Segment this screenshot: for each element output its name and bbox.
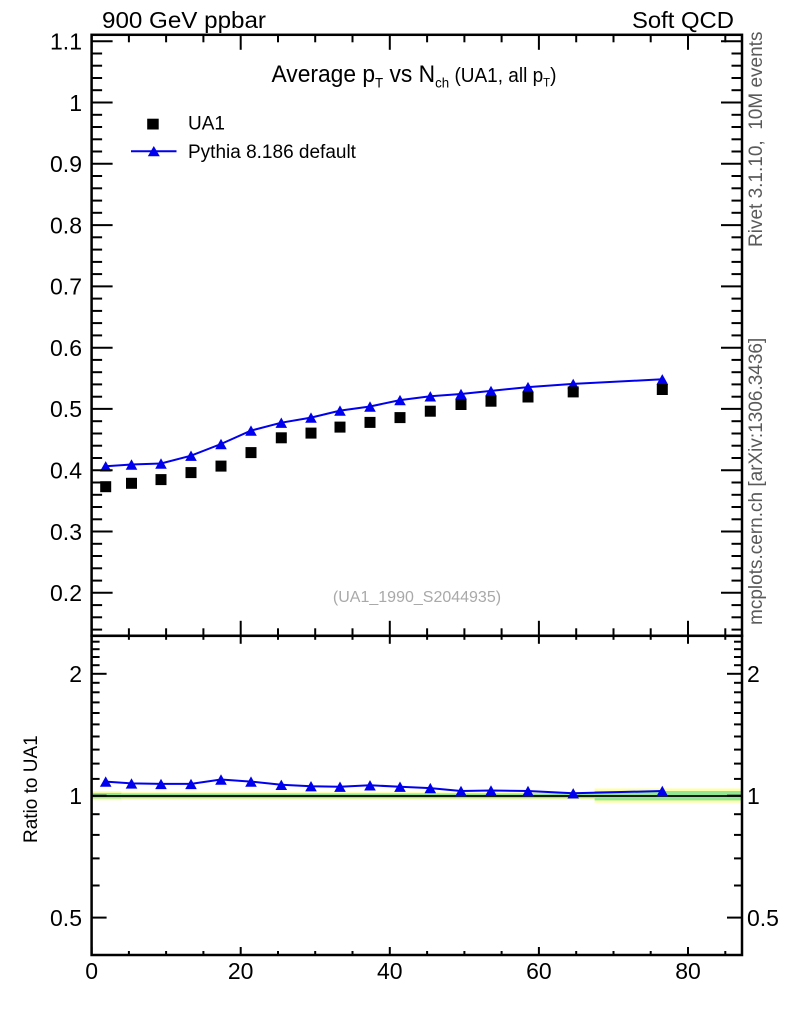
svg-text:2: 2 [747,661,760,687]
svg-text:0.7: 0.7 [50,274,82,300]
svg-text:0.5: 0.5 [747,905,779,931]
svg-text:80: 80 [675,958,701,984]
svg-text:0.5: 0.5 [50,905,82,931]
svg-text:20: 20 [228,958,254,984]
svg-text:UA1: UA1 [188,114,225,135]
svg-text:1: 1 [69,783,82,809]
svg-text:60: 60 [526,958,552,984]
svg-text:1: 1 [747,783,760,809]
svg-text:0.4: 0.4 [50,458,82,484]
svg-text:Ratio to UA1: Ratio to UA1 [21,735,42,843]
svg-text:Average pT vs Nch (UA1, all pT: Average pT vs Nch (UA1, all pT) [272,61,557,91]
svg-text:2: 2 [69,661,82,687]
svg-text:Soft QCD: Soft QCD [632,7,734,33]
svg-text:0.3: 0.3 [50,519,82,545]
svg-text:0.6: 0.6 [50,335,82,361]
svg-text:(UA1_1990_S2044935): (UA1_1990_S2044935) [333,589,501,606]
svg-text:0.9: 0.9 [50,151,82,177]
svg-text:1.1: 1.1 [50,29,82,55]
svg-text:Pythia 8.186 default: Pythia 8.186 default [188,142,357,163]
svg-text:0.2: 0.2 [50,580,82,606]
svg-text:0.5: 0.5 [50,396,82,422]
svg-text:0.8: 0.8 [50,212,82,238]
svg-text:Rivet 3.1.10, 10M events: Rivet 3.1.10, 10M events [746,32,767,247]
svg-text:1: 1 [69,90,82,116]
svg-text:900 GeV ppbar: 900 GeV ppbar [102,7,266,33]
svg-text:mcplots.cern.ch [arXiv:1306.34: mcplots.cern.ch [arXiv:1306.3436] [746,338,767,625]
svg-text:0: 0 [85,958,98,984]
svg-text:40: 40 [377,958,403,984]
